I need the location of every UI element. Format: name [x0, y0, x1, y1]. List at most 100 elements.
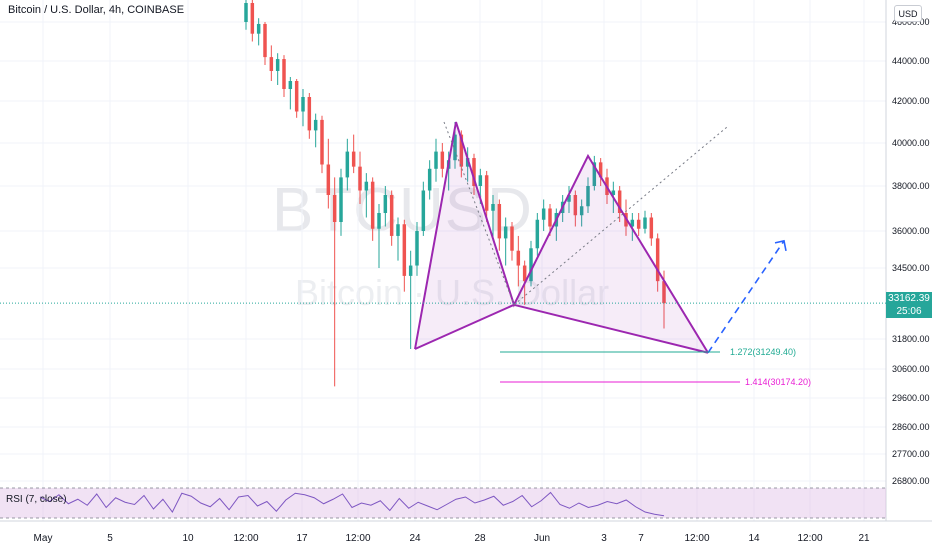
x-tick-label: May: [34, 533, 53, 544]
x-tick-label: 3: [601, 533, 607, 544]
candle-body: [275, 59, 280, 71]
candle-body: [649, 217, 654, 239]
y-tick-label: 29600.00: [892, 393, 930, 403]
x-tick-label: 10: [182, 533, 194, 544]
candle-body: [244, 3, 248, 22]
x-tick-label: 7: [638, 533, 644, 544]
candle-body: [529, 248, 533, 282]
candle-body: [510, 226, 514, 251]
candle-body: [586, 186, 590, 207]
candle-body: [307, 97, 312, 131]
candle-body: [377, 213, 381, 229]
candle-body: [617, 190, 622, 213]
pattern-xb: [414, 303, 515, 350]
y-tick-label: 31800.00: [892, 334, 930, 344]
candle-body: [440, 151, 445, 169]
candle-body: [598, 162, 603, 178]
x-tick-label: 5: [107, 533, 113, 544]
candle-body: [636, 219, 641, 229]
rsi-label: RSI (7, close): [6, 494, 67, 505]
candle-body: [541, 208, 546, 220]
candle-body: [484, 175, 489, 211]
chart-title: Bitcoin / U.S. Dollar, 4h, COINBASE: [8, 4, 185, 16]
candle-body: [402, 224, 407, 276]
candle-body: [288, 81, 293, 89]
candle-body: [548, 208, 552, 227]
last-price-value: 33162.39: [888, 293, 930, 304]
candle-body: [269, 57, 274, 71]
candle-body: [478, 175, 483, 186]
candle-body: [358, 166, 362, 191]
candle-body: [263, 23, 267, 58]
projection-arrowhead: [774, 239, 787, 252]
candle-body: [370, 181, 375, 229]
candle-body: [503, 226, 508, 239]
x-tick-label: 12:00: [345, 533, 370, 544]
rsi-line: [39, 491, 665, 517]
pattern-fill-bcd: [514, 155, 708, 353]
candle-body: [250, 3, 255, 34]
pattern-fill-xab: [415, 122, 514, 349]
candle-body: [421, 190, 426, 231]
candle-body: [294, 81, 299, 112]
candle-body: [364, 181, 369, 191]
projection-line: [707, 240, 785, 354]
candle-body: [396, 224, 400, 236]
rsi-band: [0, 488, 886, 518]
x-tick-label: 24: [409, 533, 421, 544]
x-tick-label: 12:00: [684, 533, 709, 544]
y-tick-label: 30600.00: [892, 364, 930, 374]
candle-body: [522, 265, 527, 282]
candle-body: [345, 151, 350, 178]
candle-body: [459, 134, 464, 167]
candle-body: [320, 119, 324, 165]
candle-body: [339, 177, 343, 222]
x-tick-label: 28: [474, 533, 486, 544]
candle-body: [332, 195, 337, 222]
candle-body: [453, 134, 457, 161]
candle-body: [383, 195, 388, 213]
watermark-ticker: BTCUSD: [272, 176, 533, 245]
ratio-line-bd: [513, 125, 729, 306]
candle-body: [389, 195, 394, 236]
x-tick-label: 21: [858, 533, 870, 544]
fib-label-1272: 1.272(31249.40): [730, 347, 797, 357]
x-tick-label: 12:00: [797, 533, 822, 544]
candle-body: [472, 158, 476, 186]
y-tick-label: 38000.00: [892, 181, 930, 191]
candle-body: [573, 195, 578, 216]
y-tick-label: 34500.00: [892, 263, 930, 273]
candle-body: [516, 250, 521, 266]
last-price-tag: 33162.39 25:06: [886, 292, 932, 318]
candle-body: [465, 158, 470, 167]
candle-body: [313, 119, 318, 131]
candle-body: [434, 151, 438, 169]
candle-body: [592, 162, 597, 186]
candle-body: [256, 23, 261, 34]
candle-body: [611, 190, 616, 195]
bar-countdown: 25:06: [896, 306, 922, 317]
y-tick-label: 26800.00: [892, 476, 930, 486]
candle-body: [326, 164, 331, 195]
candle-body: [535, 219, 540, 249]
currency-button[interactable]: USD: [894, 5, 922, 22]
candle-body: [497, 204, 502, 239]
x-tick-label: Jun: [534, 533, 550, 544]
candle-body: [427, 168, 432, 191]
candle-body: [282, 59, 286, 89]
candle-body: [301, 97, 305, 112]
candle-body: [567, 195, 571, 202]
y-tick-label: 44000.00: [892, 56, 930, 66]
watermark-name: Bitcoin · U.S. Dollar: [295, 272, 610, 313]
candle-body: [630, 219, 635, 227]
candle-body: [662, 281, 666, 304]
fib-label-1414: 1.414(30174.20): [745, 377, 812, 387]
candle-body: [655, 238, 660, 282]
y-tick-label: 28600.00: [892, 422, 930, 432]
candle-body: [643, 217, 647, 229]
candle-body: [415, 231, 419, 266]
x-tick-label: 14: [748, 533, 760, 544]
pattern-bd: [513, 303, 709, 354]
